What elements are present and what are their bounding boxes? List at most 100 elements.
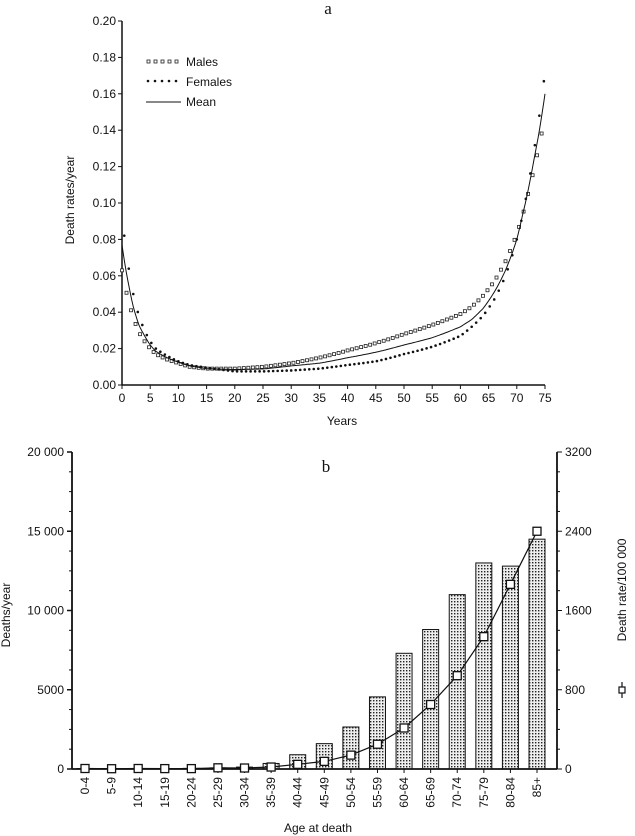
legend-label-males: Males — [186, 55, 218, 69]
male-point — [124, 290, 129, 295]
panel-a-x-label: Years — [327, 414, 357, 428]
x-tick-label: 50 — [397, 391, 411, 405]
x-tick-label: 5 — [147, 391, 154, 405]
bar-75-79 — [475, 562, 493, 770]
female-point — [325, 366, 329, 369]
legend-female-marker-icon — [153, 79, 157, 83]
female-point — [122, 234, 126, 237]
x-tick-label: 15 — [200, 391, 214, 405]
male-point — [160, 355, 165, 360]
y-tick-label: 0.06 — [93, 269, 117, 283]
legend-male-marker-icon — [153, 59, 158, 64]
y2-tick-label: 1600 — [565, 604, 592, 618]
x-tick-label: 60 — [454, 391, 468, 405]
female-point — [285, 369, 288, 372]
male-point — [232, 366, 237, 371]
female-point — [226, 369, 230, 372]
panel-b-title: b — [322, 457, 331, 476]
male-point — [318, 355, 323, 360]
male-point — [264, 364, 269, 369]
x-tick-label: 35-39 — [264, 777, 278, 808]
male-point — [426, 324, 431, 329]
male-point — [359, 345, 364, 349]
male-point — [341, 349, 345, 354]
panel-a-title: a — [324, 0, 332, 18]
female-point — [240, 370, 243, 373]
female-point — [262, 370, 266, 373]
x-tick-label: 70 — [510, 391, 524, 405]
male-point — [431, 322, 436, 327]
y-tick-label: 10 000 — [27, 604, 64, 618]
female-point — [127, 267, 131, 270]
male-point — [539, 131, 544, 136]
y-tick-label: 0.02 — [93, 342, 117, 356]
legend-male-marker-icon — [146, 59, 151, 64]
male-point — [350, 347, 355, 352]
female-point — [271, 369, 275, 373]
female-point — [497, 289, 501, 292]
male-point — [336, 351, 341, 355]
female-point — [447, 339, 451, 342]
female-point — [231, 369, 234, 373]
male-point — [273, 363, 278, 368]
male-point — [309, 357, 314, 362]
male-point — [390, 335, 395, 340]
male-point — [372, 341, 377, 346]
rate-point-15-19 — [160, 763, 170, 774]
male-point — [408, 330, 413, 334]
x-tick-label: 75 — [538, 391, 552, 405]
male-point — [156, 353, 160, 358]
male-point — [255, 365, 260, 370]
male-point — [503, 259, 508, 264]
x-tick-label: 45-49 — [317, 777, 331, 808]
female-point — [289, 369, 293, 372]
male-point — [187, 364, 192, 369]
x-tick-label: 5-9 — [105, 777, 119, 795]
male-point — [151, 350, 156, 354]
male-point — [463, 309, 467, 314]
x-tick-label: 30-34 — [238, 777, 252, 808]
bar-50-54 — [342, 726, 360, 770]
female-point — [542, 79, 546, 83]
death-rate-line — [84, 531, 538, 770]
rate-point-5-9 — [106, 764, 117, 774]
rate-point-45-49 — [319, 756, 329, 767]
female-point — [438, 342, 442, 346]
y2-tick-label: 2400 — [565, 524, 592, 538]
female-point — [538, 114, 541, 117]
male-point — [282, 362, 287, 366]
x-tick-label: 25 — [256, 391, 270, 405]
female-point — [402, 352, 406, 356]
male-point — [368, 342, 373, 347]
male-point — [291, 360, 296, 365]
y-tick-label: 0.12 — [93, 160, 117, 174]
female-point — [425, 347, 428, 350]
female-point — [492, 298, 496, 301]
male-point — [138, 332, 142, 337]
legend-label-females: Females — [186, 75, 232, 89]
panel-b-x-label: Age at death — [284, 821, 352, 835]
rate-point-0-4 — [80, 763, 90, 774]
legend-female-marker-icon — [160, 79, 164, 83]
male-point — [535, 153, 540, 158]
x-tick-label: 85+ — [530, 777, 544, 797]
x-tick-label: 80-84 — [503, 777, 517, 808]
x-tick-label: 75-79 — [477, 777, 491, 808]
rate-point-20-24 — [186, 763, 197, 774]
male-point — [417, 327, 422, 332]
panel-a-y-label: Death rates/year — [63, 156, 77, 245]
female-point — [141, 323, 144, 327]
x-tick-label: 20-24 — [184, 777, 198, 808]
female-point — [393, 355, 397, 358]
x-tick-label: 40 — [341, 391, 355, 405]
x-tick-label: 55-59 — [370, 777, 384, 808]
rate-point-55-59 — [372, 739, 383, 749]
female-point — [136, 310, 140, 314]
panel-a: a Death rates/year Years 0.00 0.02 0.04 0.0… — [63, 0, 552, 428]
male-point — [395, 334, 400, 339]
y-tick-label: 0.00 — [93, 378, 117, 392]
female-point — [280, 369, 284, 373]
male-point — [494, 275, 499, 280]
male-point — [300, 359, 305, 364]
rate-point-80-84 — [505, 579, 516, 589]
